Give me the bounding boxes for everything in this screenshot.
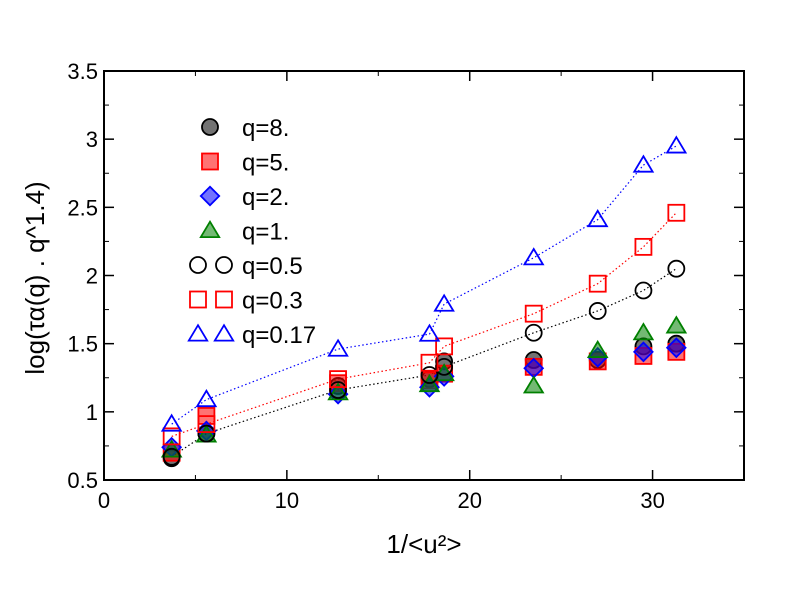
x-tick-label: 20 [457, 488, 481, 513]
legend-marker [187, 323, 209, 342]
data-point [632, 322, 655, 341]
legend-marker [215, 290, 233, 309]
data-point [667, 203, 686, 222]
data-point [195, 389, 218, 408]
y-tick-label: 2 [86, 264, 98, 289]
data-point [418, 323, 441, 342]
y-tick-label: 1 [86, 400, 98, 425]
data-point [329, 370, 347, 389]
legend-marker [215, 256, 233, 274]
legend-marker [189, 256, 207, 274]
data-point [435, 337, 454, 356]
legend-label: q=1. [242, 219, 289, 246]
data-point [327, 338, 349, 357]
legend-label: q=2. [242, 184, 289, 211]
data-point [162, 447, 181, 466]
data-point [665, 337, 687, 359]
legend-marker [201, 118, 219, 136]
axis-ticks: 0 10 20 30 0.5 1 1.5 2 2.5 3 3.5 [67, 59, 744, 513]
data-point [435, 357, 454, 376]
y-tick-label: 3 [86, 127, 98, 152]
legend-marker [201, 152, 219, 171]
data-point [665, 135, 688, 154]
data-point [634, 237, 653, 256]
series-line [171, 145, 677, 425]
data-point [524, 304, 543, 323]
legend-marker [199, 219, 221, 239]
data-point [160, 413, 183, 432]
data-point [667, 259, 686, 278]
data-point [420, 353, 439, 372]
legend-marker [213, 323, 235, 342]
legend-label: q=0.17 [242, 322, 316, 349]
data-point [197, 415, 216, 434]
legend-label: q=5. [242, 150, 289, 177]
data-point [433, 293, 455, 312]
legend-label: q=8. [242, 115, 289, 142]
data-point [634, 281, 653, 300]
y-tick-label: 1.5 [67, 332, 98, 357]
series-lines [171, 145, 677, 458]
data-point [588, 302, 607, 320]
x-tick-label: 0 [98, 488, 110, 513]
x-axis-label: 1/<u²> [386, 529, 461, 559]
y-tick-label: 3.5 [67, 59, 98, 84]
y-tick-label: 0.5 [67, 468, 98, 493]
data-point [420, 366, 439, 384]
x-tick-label: 10 [275, 488, 299, 513]
data-point [588, 274, 607, 293]
y-tick-label: 2.5 [67, 195, 98, 220]
legend-label: q=0.3 [242, 288, 303, 315]
data-point [632, 154, 655, 173]
data-point [162, 427, 181, 446]
data-point [632, 341, 654, 363]
data-point [329, 381, 347, 399]
data-point [665, 315, 688, 334]
data-point [586, 339, 609, 358]
data-point [524, 323, 543, 342]
data-point [586, 209, 609, 228]
legend-label: q=0.5 [242, 253, 303, 280]
data-markers [160, 135, 688, 468]
y-axis-label: log(τα(q) . q^1.4) [20, 181, 50, 374]
x-tick-label: 30 [640, 488, 664, 513]
data-point [197, 424, 216, 443]
data-point [522, 247, 545, 266]
legend-marker [189, 290, 207, 309]
legend: q=8. q=5. q=2. q=1. q=0.5 q=0.3 q=0.17 [187, 115, 316, 349]
legend-marker [199, 185, 221, 207]
data-point [522, 375, 545, 394]
